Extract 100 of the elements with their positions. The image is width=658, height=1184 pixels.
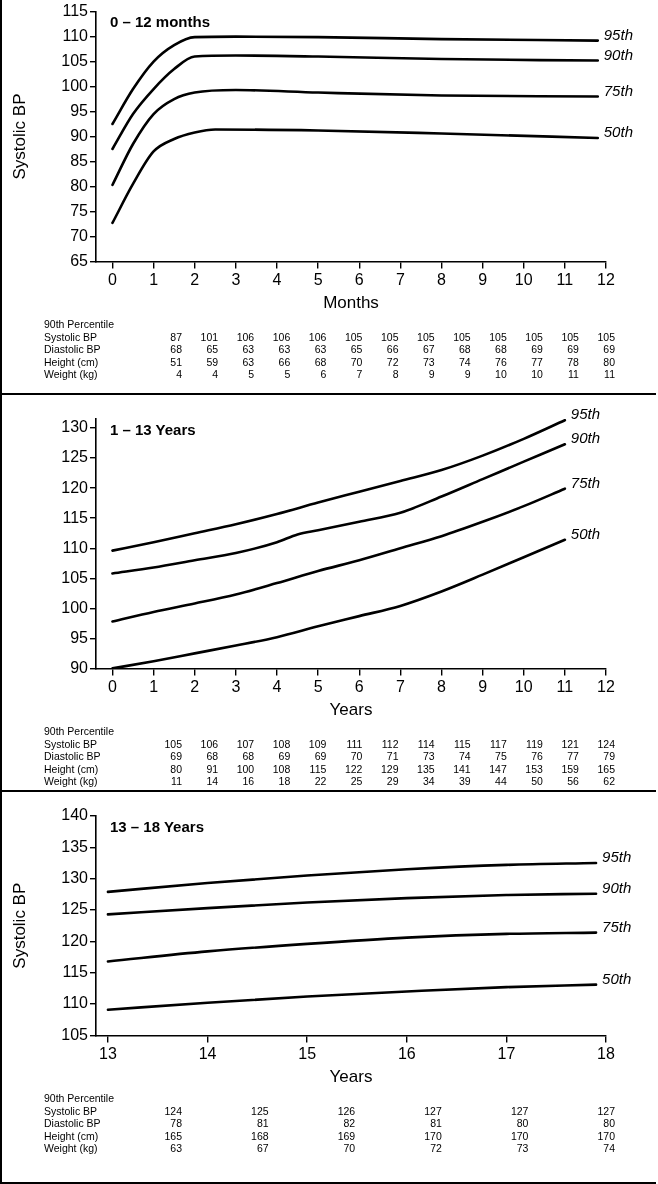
x-tick-label: 13 (99, 1045, 117, 1063)
y-tick-label: 95 (70, 628, 89, 646)
x-tick-label: 1 (149, 271, 159, 289)
text: 90th Percentile (44, 318, 115, 330)
x-axis-title: Months (323, 293, 379, 313)
x-tick-label: 2 (190, 271, 200, 289)
x-tick-label: 11 (556, 678, 574, 696)
line-series (111, 88, 600, 187)
x-tick-label: 9 (478, 678, 488, 696)
x-tick-label: 12 (597, 678, 615, 696)
y-tick-label: 110 (62, 538, 89, 556)
x-tick-label: 14 (198, 1045, 217, 1063)
series-label: 90th (570, 429, 601, 447)
y-tick-label: 130 (61, 869, 89, 887)
text: Systolic BP 124 125 126 127 127 127 (44, 1104, 615, 1117)
x-tick-label: 11 (556, 271, 574, 289)
y-tick-label: 95 (70, 101, 89, 119)
x-tick-label: 1 (149, 678, 159, 696)
x-tick-label: 8 (437, 271, 447, 289)
series-label: 90th (602, 878, 632, 896)
x-tick-label: 8 (437, 678, 447, 696)
x-tick-label: 3 (231, 271, 241, 289)
chart-title: 1 – 13 Years (110, 420, 196, 438)
y-tick-label: 110 (62, 994, 89, 1012)
line-series (106, 892, 598, 916)
text: Height (cm) 51 59 63 66 68 70 72 73 74 76 77 78 80 (44, 355, 615, 368)
x-tick-label: 16 (397, 1045, 416, 1063)
chart-title: 13 – 18 Years (110, 817, 204, 835)
x-tick-label: 0 (108, 271, 117, 289)
series-label: 75th (602, 917, 632, 935)
text: Weight (kg) 4 4 5 5 6 7 8 9 9 10 10 11 11 (44, 368, 615, 380)
x-axis-title: Years (329, 700, 373, 720)
text: Diastolic BP 69 68 68 69 69 70 71 73 74 75 76 77 79 (44, 750, 615, 762)
chart-title: 0 – 12 months (110, 13, 211, 31)
text: Weight (kg) 63 67 70 72 73 74 (44, 1142, 615, 1154)
y-tick-label: 65 (70, 251, 89, 269)
y-tick-label: 100 (61, 598, 89, 616)
y-tick-label: 90 (70, 658, 89, 676)
y-tick-label: 120 (61, 478, 89, 496)
x-tick-label: 15 (298, 1045, 317, 1063)
line-series (106, 983, 598, 1011)
x-tick-label: 5 (313, 271, 323, 289)
series-label: 50th (603, 123, 633, 141)
y-tick-label: 115 (62, 508, 89, 526)
series-label: 50th (602, 969, 632, 987)
y-tick-label: 120 (61, 931, 89, 949)
line-series (111, 128, 600, 225)
line-series (111, 35, 600, 126)
x-tick-label: 12 (597, 271, 615, 289)
y-tick-label: 70 (70, 226, 89, 244)
y-tick-label: 105 (61, 51, 89, 69)
x-tick-label: 9 (478, 271, 488, 289)
x-tick-label: 7 (395, 678, 405, 696)
x-tick-label: 10 (514, 271, 533, 289)
x-tick-label: 17 (497, 1045, 516, 1063)
line-series (106, 931, 598, 963)
text: Diastolic BP 68 65 63 63 63 65 66 67 68 68 69 69 69 (44, 343, 615, 355)
x-tick-label: 2 (190, 678, 200, 696)
text: Height (cm) 80 91 100 108 115 122 129 135 141 147 153 159 165 (44, 762, 615, 775)
x-tick-label: 18 (597, 1045, 615, 1063)
y-tick-label: 75 (70, 201, 89, 219)
y-tick-label: 125 (61, 448, 89, 466)
text: 90th Percentile (44, 1092, 115, 1104)
x-tick-label: 7 (395, 271, 405, 289)
x-axis-title: Years (329, 1067, 373, 1087)
series-label: 95th (602, 848, 632, 866)
y-tick-label: 80 (70, 176, 89, 194)
y-tick-label: 130 (61, 418, 89, 436)
text: Diastolic BP 78 81 82 81 80 80 (44, 1117, 615, 1129)
x-tick-label: 0 (108, 678, 117, 696)
x-tick-label: 10 (514, 678, 533, 696)
text: 90th Percentile (44, 725, 115, 737)
y-tick-label: 115 (62, 963, 89, 981)
line-series (106, 861, 598, 894)
series-label: 50th (570, 524, 601, 542)
line-series (111, 54, 600, 151)
x-tick-label: 6 (354, 271, 364, 289)
series-label: 90th (603, 45, 633, 63)
x-tick-label: 5 (313, 678, 323, 696)
x-tick-label: 3 (231, 678, 241, 696)
y-tick-label: 140 (61, 806, 89, 824)
y-axis-title: Systolic BP (9, 882, 29, 969)
y-tick-label: 85 (70, 151, 89, 169)
y-tick-label: 90 (70, 126, 89, 144)
series-label: 95th (570, 405, 601, 423)
line-series (111, 419, 567, 552)
y-tick-label: 100 (61, 76, 89, 94)
y-tick-label: 125 (61, 900, 89, 918)
line-series (111, 442, 567, 575)
text: Systolic BP 105 106 107 108 109 111 112 114 115 117 119 121 124 (44, 737, 615, 750)
y-axis-title: Systolic BP (9, 93, 29, 180)
series-label: 75th (603, 81, 633, 99)
text: Systolic BP 87 101 106 106 106 105 105 105 105 105 105 105 105 (44, 330, 615, 343)
line-series (111, 487, 567, 623)
y-tick-label: 135 (61, 837, 89, 855)
x-tick-label: 6 (354, 678, 364, 696)
series-label: 95th (603, 25, 633, 43)
series-label: 75th (570, 473, 601, 491)
y-tick-label: 105 (61, 1025, 89, 1043)
y-tick-label: 115 (62, 2, 89, 20)
